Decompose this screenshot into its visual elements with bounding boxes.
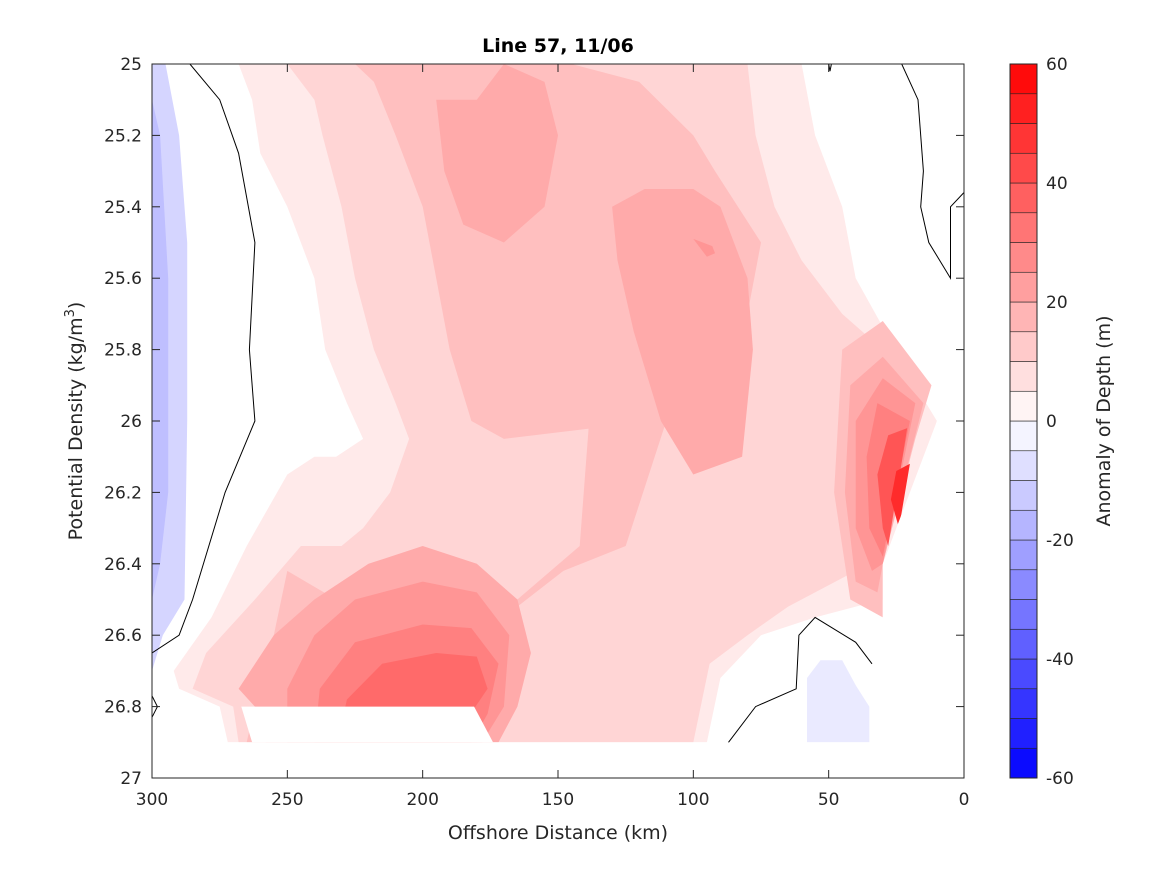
colorbar-bin: [1009, 509, 1038, 541]
filled-contours: [152, 64, 937, 743]
colorbar-tick-label: 40: [1046, 174, 1068, 194]
no-data-regions: [152, 192, 964, 778]
colorbar-bin: [1009, 480, 1038, 511]
y-axis-ticks: 25 25.2 25.4 25.6 25.8 26 26.2 26.4 26.6 26.8 27: [104, 55, 964, 789]
x-tick-label: 300: [136, 790, 168, 810]
y-tick-label: 25.2: [104, 126, 142, 146]
y-tick-label: 26.6: [104, 626, 142, 646]
colorbar-tick-label: 20: [1046, 293, 1068, 313]
x-tick-label: 50: [818, 790, 840, 810]
colorbar-bin: [1009, 212, 1038, 243]
colorbar-bin: [1009, 658, 1038, 690]
contour-region-nearshore-positive-40: [877, 428, 908, 546]
x-tick-label: 100: [677, 790, 709, 810]
y-tick-label: 26: [120, 412, 142, 432]
x-axis-label: Offshore Distance (km): [448, 822, 668, 844]
y-tick-label: 25.6: [104, 269, 142, 289]
colorbar-tick-label: 0: [1046, 412, 1057, 432]
colorbar: -60 -40 -20 0 20 40 60: [1009, 55, 1074, 789]
y-tick-label: 26.8: [104, 698, 142, 718]
x-axis-ticks: 300 250 200 150 100 50 0: [136, 64, 970, 810]
x-tick-label: 250: [271, 790, 303, 810]
contour-region-east-lens-positive-20: [612, 189, 753, 475]
colorbar-bin: [1009, 242, 1038, 273]
zero-contour-nearshore: [728, 616, 873, 743]
zero-contour-lines: [152, 64, 964, 743]
y-axis-label-superscript: 3: [63, 309, 78, 317]
colorbar-frame: [1009, 63, 1038, 779]
y-axis-label-end: ): [65, 302, 87, 309]
contour-region-center-positive-20: [436, 64, 558, 243]
colorbar-label: Anomaly of Depth (m): [1093, 316, 1115, 527]
contour-region-nearshore-negative-blob: [807, 660, 870, 743]
y-axis-label: Potential Density (kg/m3): [63, 302, 87, 541]
y-tick-label: 25: [120, 55, 142, 75]
colorbar-bin: [1009, 569, 1038, 600]
y-axis-label-main: Potential Density (kg/m: [65, 317, 87, 540]
x-tick-label: 200: [406, 790, 438, 810]
contour-region-west-negative-core: [152, 99, 169, 600]
colorbar-bin: [1009, 152, 1038, 184]
colorbar-bin: [1009, 63, 1038, 95]
colorbar-bin: [1009, 688, 1038, 719]
colorbar-bin: [1009, 182, 1038, 214]
blank-region-bottom-nodata-west: [152, 742, 964, 778]
colorbar-bin: [1009, 420, 1038, 452]
y-tick-label: 25.8: [104, 341, 142, 361]
y-tick-label: 26.4: [104, 555, 142, 575]
colorbar-bin: [1009, 93, 1038, 124]
colorbar-bin: [1009, 301, 1038, 333]
colorbar-bin: [1009, 271, 1038, 303]
colorbar-bin: [1009, 747, 1038, 779]
colorbar-bin: [1009, 361, 1038, 392]
contour-region-east-lens-small-25: [693, 238, 715, 257]
blank-region-bottom-nodata-notch: [241, 706, 493, 743]
y-tick-label: 25.4: [104, 198, 142, 218]
colorbar-bin: [1009, 718, 1038, 749]
colorbar-tick-label: -20: [1046, 531, 1074, 551]
y-tick-label: 27: [120, 769, 142, 789]
zero-contour-northeast: [901, 64, 964, 280]
colorbar-bin: [1009, 123, 1038, 154]
x-tick-label: 0: [959, 790, 970, 810]
blank-region-east-nodata: [882, 192, 964, 743]
colorbar-bin: [1009, 599, 1038, 630]
colorbar-bin: [1009, 628, 1038, 660]
colorbar-bin: [1009, 450, 1038, 481]
colorbar-bin: [1009, 390, 1038, 422]
x-tick-label: 150: [542, 790, 574, 810]
y-tick-label: 26.2: [104, 483, 142, 503]
colorbar-tick-label: 60: [1046, 55, 1068, 75]
colorbar-bin: [1009, 331, 1038, 362]
contour-region-nearshore-positive-50: [890, 463, 910, 529]
chart-title: Line 57, 11/06: [482, 35, 634, 57]
zero-contour-west: [152, 64, 256, 654]
colorbar-tick-label: -40: [1046, 650, 1074, 670]
colorbar-tick-label: -60: [1046, 769, 1074, 789]
colorbar-bin: [1009, 539, 1038, 571]
